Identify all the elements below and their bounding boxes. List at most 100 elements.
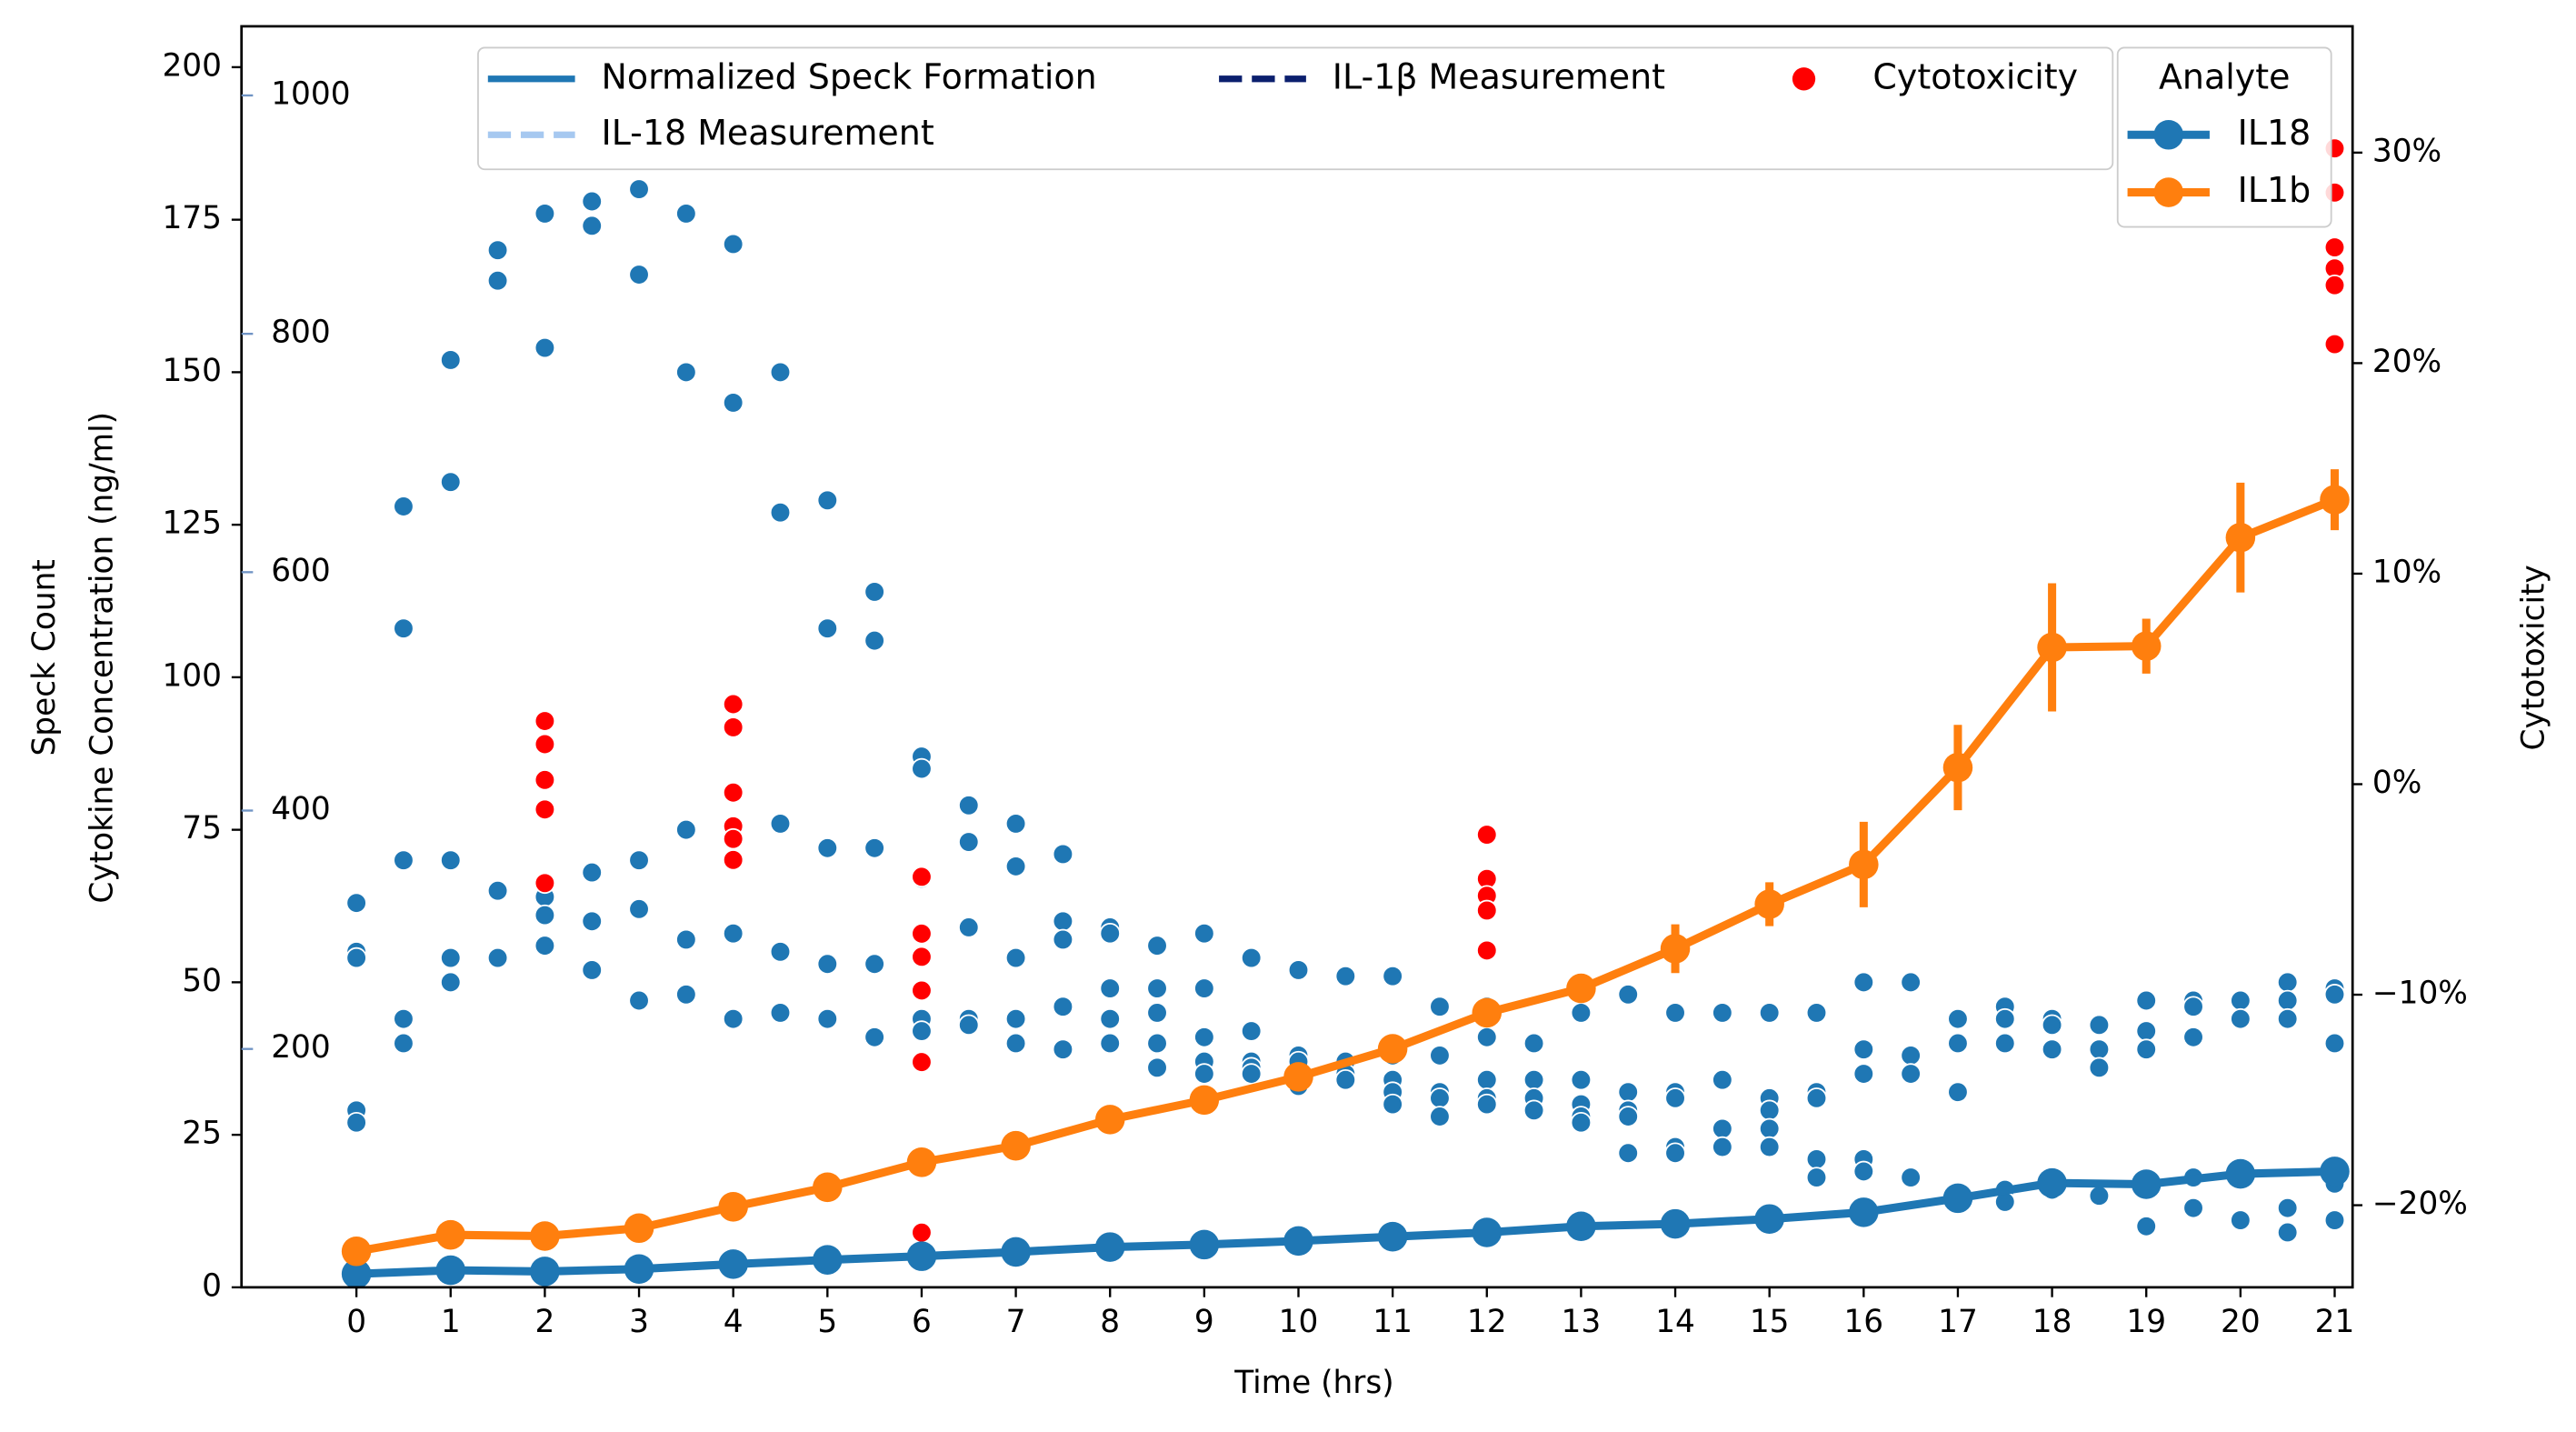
x-tick-label: 0: [346, 1304, 366, 1340]
line-marker: [1094, 1232, 1125, 1262]
scatter-point: [675, 203, 697, 225]
scatter-point: [911, 923, 933, 945]
x-tick-label: 3: [629, 1304, 649, 1340]
y3-tick-label: 1000: [271, 75, 350, 112]
scatter-point: [2323, 1032, 2346, 1055]
x-tick-label: 5: [817, 1304, 837, 1340]
scatter-point: [2323, 984, 2346, 1006]
y2-tick-label: −20%: [2372, 1186, 2468, 1222]
scatter-point: [1052, 910, 1074, 933]
y-tick-label: 125: [162, 506, 222, 542]
scatter-point: [1146, 935, 1168, 956]
scatter-point: [1758, 1136, 1781, 1158]
scatter-point: [958, 1014, 980, 1036]
scatter-point: [722, 781, 744, 804]
scatter-point: [1994, 1007, 2016, 1030]
x-tick-label: 17: [1938, 1304, 1978, 1340]
scatter-point: [1099, 1007, 1121, 1030]
scatter-point: [1429, 1106, 1451, 1127]
scatter-point: [2135, 1020, 2157, 1042]
scatter-point: [864, 837, 885, 859]
scatter-point: [1193, 1063, 1215, 1085]
scatter-point: [1240, 946, 1263, 969]
plot-area: [341, 137, 2350, 1289]
x-tick-label: 16: [1843, 1304, 1883, 1340]
y-tick-label: 200: [162, 47, 222, 84]
x-axis-label: Time (hrs): [1233, 1365, 1393, 1401]
scatter-point: [1004, 1007, 1027, 1030]
line-marker: [1754, 889, 1784, 919]
scatter-point: [1852, 1160, 1875, 1183]
scatter-point: [1240, 1063, 1263, 1085]
scatter-point: [911, 1221, 933, 1244]
scatter-point: [1429, 1087, 1451, 1109]
scatter-point: [1052, 928, 1074, 951]
scatter-point: [911, 979, 933, 1002]
scatter-point: [1900, 1167, 1922, 1188]
scatter-point: [534, 935, 556, 956]
scatter-point: [2323, 236, 2346, 258]
y2-tick-label: 20%: [2372, 344, 2441, 380]
scatter-point: [1004, 813, 1027, 835]
line-marker: [530, 1257, 560, 1287]
line-marker: [2225, 1158, 2256, 1189]
line-marker: [906, 1241, 937, 1271]
line-marker: [718, 1192, 748, 1222]
x-tick-label: 13: [1562, 1304, 1602, 1340]
scatter-point: [958, 831, 980, 853]
line-marker: [435, 1219, 466, 1250]
scatter-point: [486, 269, 509, 292]
line-marker: [718, 1249, 748, 1279]
scatter-point: [864, 581, 885, 603]
scatter-point: [345, 1111, 367, 1134]
scatter-point: [1193, 922, 1215, 945]
y-tick-label: 100: [162, 657, 222, 694]
line-marker: [813, 1172, 843, 1203]
scatter-point: [1146, 977, 1168, 999]
scatter-point: [722, 233, 744, 255]
scatter-point: [722, 693, 744, 716]
scatter-point: [345, 892, 367, 914]
axes-frame: [240, 25, 2354, 1289]
scatter-point: [534, 872, 556, 895]
line-marker: [624, 1213, 654, 1244]
scatter-point: [1476, 824, 1498, 846]
line-marker: [2131, 631, 2162, 661]
line-marker: [1942, 752, 1973, 783]
scatter-point: [2135, 1216, 2157, 1237]
scatter-point: [2323, 333, 2346, 355]
scatter-point: [2276, 1007, 2299, 1030]
line-marker: [341, 1258, 372, 1289]
line-marker: [1660, 934, 1691, 964]
scatter-point: [1476, 1026, 1498, 1048]
scatter-point: [1900, 971, 1922, 994]
scatter-point: [1852, 1063, 1875, 1085]
x-tick-label: 7: [1006, 1304, 1026, 1340]
scatter-point: [675, 818, 697, 841]
line-marker: [2225, 522, 2256, 553]
scatter-point: [2182, 1197, 2204, 1219]
scatter-point: [1712, 1002, 1733, 1024]
scatter-point: [769, 501, 792, 524]
x-tick-label: 9: [1194, 1304, 1214, 1340]
y3-tick-label: 200: [271, 1029, 331, 1066]
line-marker: [813, 1245, 843, 1275]
scatter-point: [1664, 1087, 1686, 1109]
y2-tick-label: −10%: [2372, 976, 2468, 1012]
scatter-point: [1617, 984, 1639, 1006]
y2-tick-label: 10%: [2372, 554, 2441, 590]
scatter-point: [1004, 946, 1027, 969]
scatter-point: [1334, 1068, 1357, 1091]
x-tick-label: 18: [2032, 1304, 2072, 1340]
scatter-point: [1146, 1002, 1168, 1024]
x-tick-label: 10: [1279, 1304, 1319, 1340]
y3-axis-label: Cytokine Concentration (ng/ml): [84, 412, 120, 904]
scatter-point: [1382, 1093, 1403, 1116]
y-tick-label: 25: [182, 1116, 222, 1152]
scatter-point: [1287, 959, 1310, 981]
scatter-point: [769, 813, 792, 835]
scatter-point: [2182, 1026, 2204, 1048]
scatter-point: [345, 946, 367, 969]
scatter-point: [628, 264, 650, 285]
